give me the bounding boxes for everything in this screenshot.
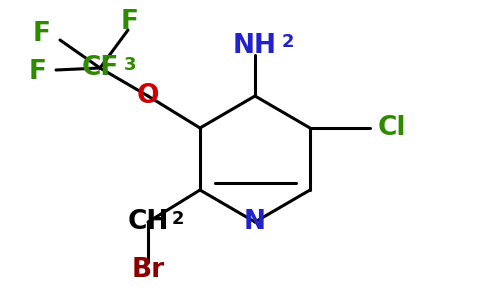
Text: CF: CF [81, 55, 119, 81]
Text: Cl: Cl [378, 115, 407, 141]
Text: CH: CH [127, 209, 169, 235]
Text: Br: Br [132, 257, 165, 283]
Text: O: O [137, 83, 159, 109]
Text: NH: NH [233, 33, 277, 59]
Text: F: F [33, 21, 51, 47]
Text: F: F [29, 59, 47, 85]
Text: 2: 2 [172, 210, 184, 228]
Text: N: N [244, 209, 266, 235]
Text: 3: 3 [124, 56, 136, 74]
Text: 2: 2 [282, 33, 294, 51]
Text: F: F [121, 9, 139, 35]
